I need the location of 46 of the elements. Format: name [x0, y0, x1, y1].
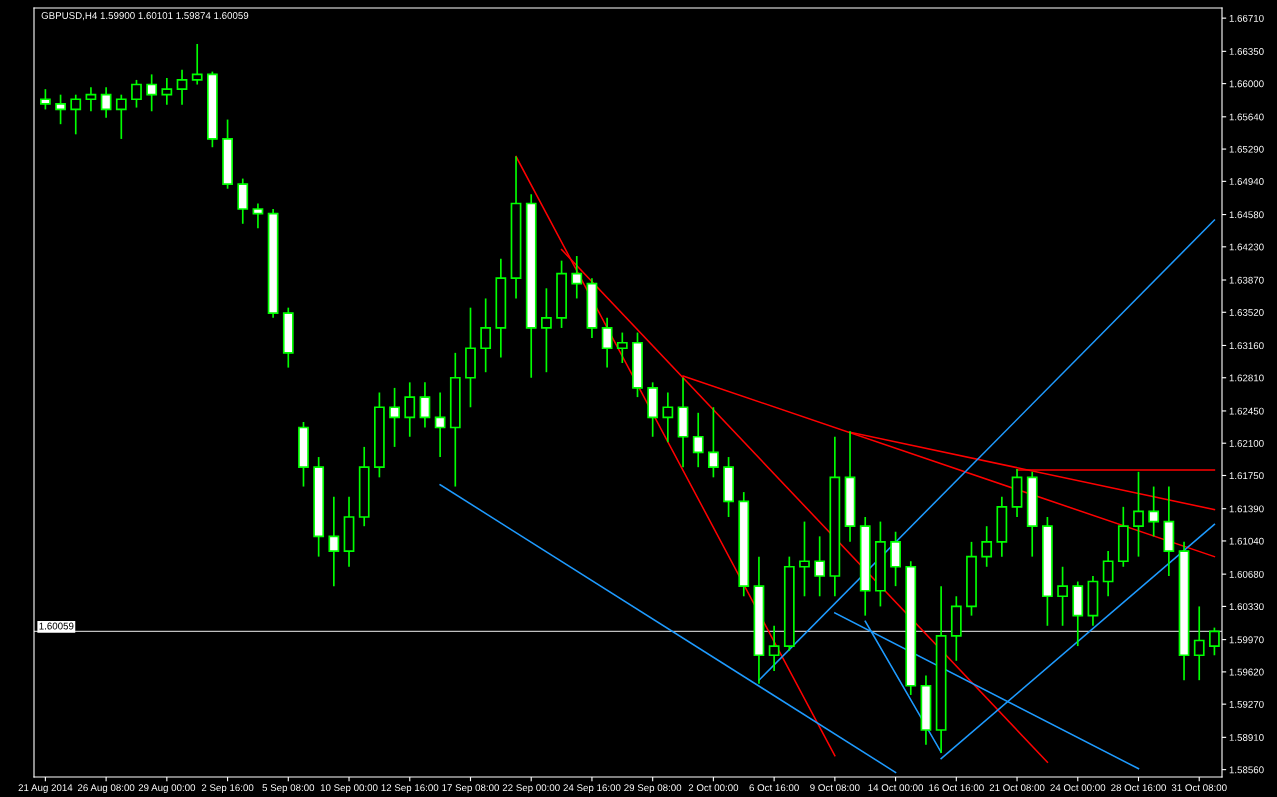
y-tick-label: 1.66710 [1229, 14, 1264, 22]
y-tick-label: 1.62810 [1229, 374, 1264, 382]
x-tick-label: 29 Sep 08:00 [624, 784, 682, 794]
x-tick-label: 17 Sep 08:00 [442, 784, 500, 794]
y-tick-label: 1.65290 [1229, 145, 1264, 153]
y-tick-label: 1.58560 [1229, 766, 1264, 774]
y-tick-label: 1.60330 [1229, 603, 1264, 611]
x-tick-label: 29 Aug 00:00 [138, 784, 196, 794]
y-tick-label: 1.59270 [1229, 700, 1264, 708]
y-tick-label: 1.66000 [1229, 80, 1264, 88]
x-tick-label: 2 Sep 16:00 [201, 784, 254, 794]
x-tick-label: 5 Sep 08:00 [262, 784, 315, 794]
ref-line-label: 1.60059 [39, 622, 74, 630]
y-tick-label: 1.63870 [1229, 276, 1264, 284]
x-tick-label: 26 Aug 08:00 [77, 784, 135, 794]
y-tick-label: 1.59970 [1229, 636, 1264, 644]
y-tick-label: 1.66350 [1229, 48, 1264, 55]
y-tick-label: 1.59620 [1229, 668, 1264, 676]
y-tick-label: 1.64230 [1229, 243, 1264, 251]
y-tick-label: 1.60680 [1229, 570, 1264, 578]
y-tick-label: 1.61750 [1229, 472, 1264, 480]
y-tick-label: 1.61040 [1229, 537, 1264, 545]
x-tick-label: 12 Sep 16:00 [381, 784, 439, 794]
x-tick-label: 21 Aug 2014 [18, 784, 73, 794]
x-tick-label: 6 Oct 16:00 [749, 784, 799, 792]
y-tick-label: 1.61390 [1229, 505, 1264, 513]
y-tick-label: 1.65640 [1229, 113, 1264, 121]
x-tick-label: 24 Oct 00:00 [1050, 784, 1106, 792]
y-tick-label: 1.63520 [1229, 309, 1264, 316]
x-tick-label: 28 Oct 16:00 [1111, 784, 1166, 792]
x-tick-label: 16 Oct 16:00 [929, 784, 984, 792]
x-tick-label: 10 Sep 00:00 [320, 784, 378, 794]
x-tick-label: 31 Oct 08:00 [1171, 784, 1227, 792]
x-tick-label: 21 Oct 08:00 [989, 784, 1045, 792]
y-tick-label: 1.62450 [1229, 407, 1264, 415]
chart-title: GBPUSD,H4 1.59900 1.60101 1.59874 1.60059 [41, 12, 249, 21]
y-tick-label: 1.63160 [1229, 342, 1264, 350]
x-tick-label: 2 Oct 00:00 [688, 784, 739, 792]
x-tick-label: 22 Sep 00:00 [502, 784, 560, 794]
x-tick-label: 9 Oct 08:00 [810, 784, 860, 792]
x-tick-label: 14 Oct 00:00 [868, 784, 924, 792]
x-tick-label: 24 Sep 16:00 [563, 784, 621, 794]
y-tick-label: 1.64580 [1229, 211, 1264, 219]
y-tick-label: 1.64940 [1229, 178, 1264, 185]
y-tick-label: 1.58910 [1229, 734, 1264, 741]
y-tick-label: 1.62100 [1229, 439, 1264, 447]
